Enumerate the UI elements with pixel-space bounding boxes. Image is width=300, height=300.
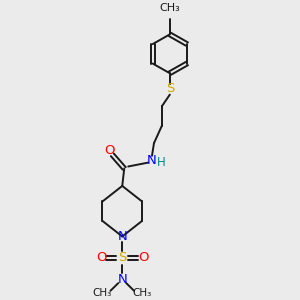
Text: N: N: [147, 154, 157, 167]
Text: CH₃: CH₃: [159, 3, 180, 13]
Text: CH₃: CH₃: [93, 288, 112, 298]
Text: N: N: [117, 230, 127, 243]
Text: O: O: [104, 145, 115, 158]
Text: H: H: [157, 156, 165, 169]
Text: O: O: [96, 251, 107, 264]
Text: S: S: [118, 251, 126, 264]
Text: N: N: [117, 273, 127, 286]
Text: S: S: [166, 82, 174, 95]
Text: CH₃: CH₃: [132, 288, 152, 298]
Text: O: O: [138, 251, 148, 264]
